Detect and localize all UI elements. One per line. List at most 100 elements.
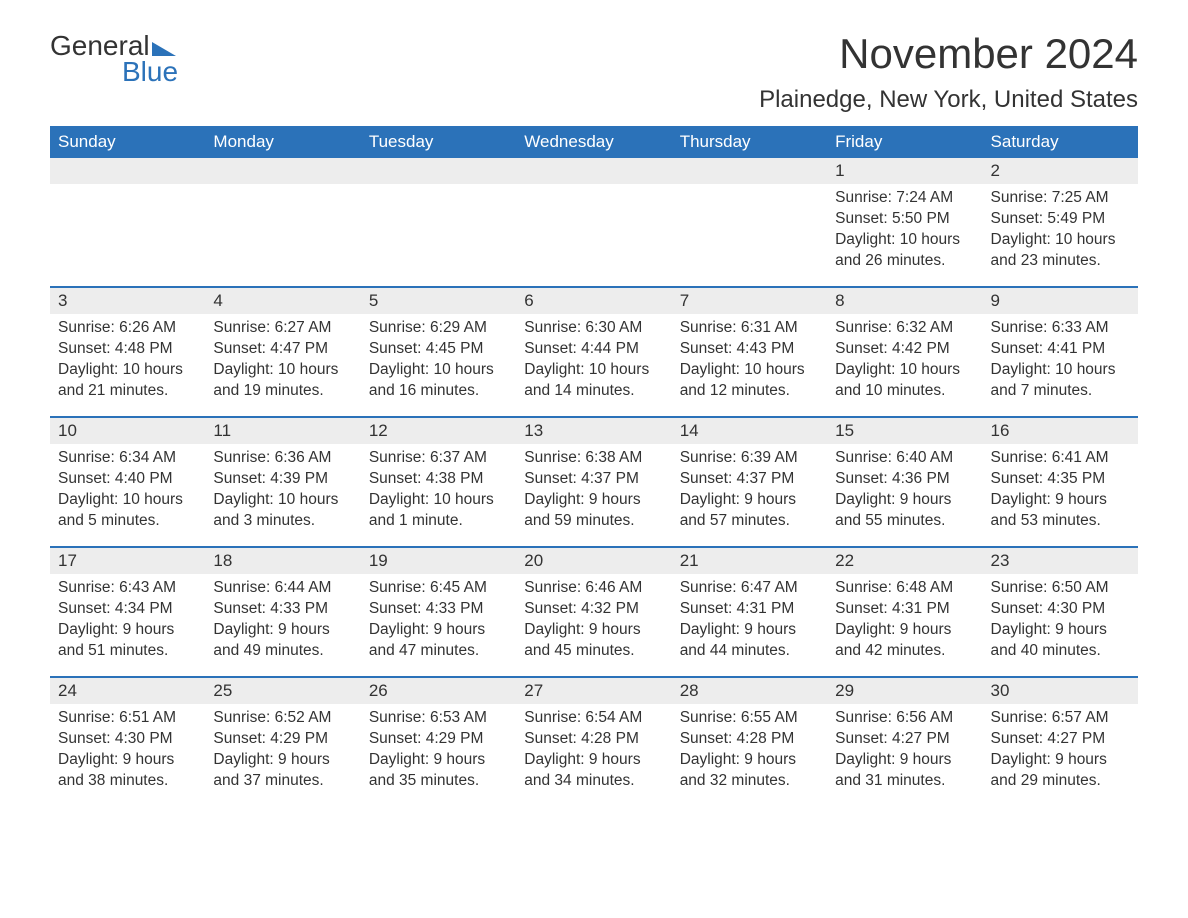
day-details: Sunrise: 6:57 AMSunset: 4:27 PMDaylight:… <box>983 704 1138 796</box>
weekday-header: Tuesday <box>361 126 516 158</box>
sunrise-text: Sunrise: 7:25 AM <box>991 188 1130 209</box>
sunrise-text: Sunrise: 6:34 AM <box>58 448 197 469</box>
day-details: Sunrise: 6:54 AMSunset: 4:28 PMDaylight:… <box>516 704 671 796</box>
weekday-header: Wednesday <box>516 126 671 158</box>
weekday-header: Friday <box>827 126 982 158</box>
calendar-day: 9Sunrise: 6:33 AMSunset: 4:41 PMDaylight… <box>983 288 1138 416</box>
daylight-text: Daylight: 10 hours and 7 minutes. <box>991 360 1130 402</box>
calendar-day: 1Sunrise: 7:24 AMSunset: 5:50 PMDaylight… <box>827 158 982 286</box>
day-number: 21 <box>672 548 827 574</box>
sunset-text: Sunset: 4:37 PM <box>524 469 663 490</box>
day-number: . <box>205 158 360 184</box>
day-number: 7 <box>672 288 827 314</box>
day-number: 28 <box>672 678 827 704</box>
calendar-day: . <box>50 158 205 286</box>
page-header: General Blue November 2024 Plainedge, Ne… <box>50 30 1138 114</box>
calendar-day: 4Sunrise: 6:27 AMSunset: 4:47 PMDaylight… <box>205 288 360 416</box>
day-number: 30 <box>983 678 1138 704</box>
calendar-day: 18Sunrise: 6:44 AMSunset: 4:33 PMDayligh… <box>205 548 360 676</box>
daylight-text: Daylight: 10 hours and 12 minutes. <box>680 360 819 402</box>
daylight-text: Daylight: 10 hours and 3 minutes. <box>213 490 352 532</box>
day-number: . <box>361 158 516 184</box>
sunrise-text: Sunrise: 6:53 AM <box>369 708 508 729</box>
sunset-text: Sunset: 4:27 PM <box>991 729 1130 750</box>
sunset-text: Sunset: 4:34 PM <box>58 599 197 620</box>
day-details: Sunrise: 6:36 AMSunset: 4:39 PMDaylight:… <box>205 444 360 536</box>
sunset-text: Sunset: 5:49 PM <box>991 209 1130 230</box>
calendar-day: 13Sunrise: 6:38 AMSunset: 4:37 PMDayligh… <box>516 418 671 546</box>
day-details <box>361 184 516 192</box>
sunset-text: Sunset: 4:38 PM <box>369 469 508 490</box>
calendar-week: 17Sunrise: 6:43 AMSunset: 4:34 PMDayligh… <box>50 546 1138 676</box>
calendar-day: . <box>672 158 827 286</box>
day-details: Sunrise: 6:29 AMSunset: 4:45 PMDaylight:… <box>361 314 516 406</box>
daylight-text: Daylight: 9 hours and 38 minutes. <box>58 750 197 792</box>
day-number: 10 <box>50 418 205 444</box>
daylight-text: Daylight: 9 hours and 37 minutes. <box>213 750 352 792</box>
day-number: 15 <box>827 418 982 444</box>
calendar-day: 25Sunrise: 6:52 AMSunset: 4:29 PMDayligh… <box>205 678 360 806</box>
day-details: Sunrise: 6:53 AMSunset: 4:29 PMDaylight:… <box>361 704 516 796</box>
calendar-day: 19Sunrise: 6:45 AMSunset: 4:33 PMDayligh… <box>361 548 516 676</box>
month-title: November 2024 <box>759 30 1138 78</box>
daylight-text: Daylight: 10 hours and 1 minute. <box>369 490 508 532</box>
sunset-text: Sunset: 4:39 PM <box>213 469 352 490</box>
sunset-text: Sunset: 4:29 PM <box>369 729 508 750</box>
weekday-header: Thursday <box>672 126 827 158</box>
sunrise-text: Sunrise: 6:36 AM <box>213 448 352 469</box>
day-number: 11 <box>205 418 360 444</box>
calendar-day: . <box>361 158 516 286</box>
sunrise-text: Sunrise: 6:41 AM <box>991 448 1130 469</box>
sunset-text: Sunset: 5:50 PM <box>835 209 974 230</box>
day-number: 12 <box>361 418 516 444</box>
day-details: Sunrise: 6:45 AMSunset: 4:33 PMDaylight:… <box>361 574 516 666</box>
title-block: November 2024 Plainedge, New York, Unite… <box>759 30 1138 114</box>
day-details: Sunrise: 6:47 AMSunset: 4:31 PMDaylight:… <box>672 574 827 666</box>
calendar-day: . <box>516 158 671 286</box>
daylight-text: Daylight: 10 hours and 16 minutes. <box>369 360 508 402</box>
logo-triangle-icon <box>152 42 176 56</box>
location-subtitle: Plainedge, New York, United States <box>759 86 1138 114</box>
day-number: 9 <box>983 288 1138 314</box>
daylight-text: Daylight: 9 hours and 45 minutes. <box>524 620 663 662</box>
sunrise-text: Sunrise: 6:44 AM <box>213 578 352 599</box>
day-details: Sunrise: 6:32 AMSunset: 4:42 PMDaylight:… <box>827 314 982 406</box>
day-details: Sunrise: 6:34 AMSunset: 4:40 PMDaylight:… <box>50 444 205 536</box>
calendar-day: 20Sunrise: 6:46 AMSunset: 4:32 PMDayligh… <box>516 548 671 676</box>
logo: General Blue <box>50 30 178 88</box>
sunrise-text: Sunrise: 6:37 AM <box>369 448 508 469</box>
day-details: Sunrise: 6:48 AMSunset: 4:31 PMDaylight:… <box>827 574 982 666</box>
sunrise-text: Sunrise: 6:45 AM <box>369 578 508 599</box>
day-details: Sunrise: 7:25 AMSunset: 5:49 PMDaylight:… <box>983 184 1138 276</box>
sunset-text: Sunset: 4:33 PM <box>213 599 352 620</box>
daylight-text: Daylight: 9 hours and 59 minutes. <box>524 490 663 532</box>
day-details: Sunrise: 6:41 AMSunset: 4:35 PMDaylight:… <box>983 444 1138 536</box>
daylight-text: Daylight: 10 hours and 10 minutes. <box>835 360 974 402</box>
day-details <box>516 184 671 192</box>
calendar-day: 21Sunrise: 6:47 AMSunset: 4:31 PMDayligh… <box>672 548 827 676</box>
daylight-text: Daylight: 9 hours and 29 minutes. <box>991 750 1130 792</box>
sunset-text: Sunset: 4:40 PM <box>58 469 197 490</box>
day-number: 19 <box>361 548 516 574</box>
calendar-day: 28Sunrise: 6:55 AMSunset: 4:28 PMDayligh… <box>672 678 827 806</box>
sunset-text: Sunset: 4:45 PM <box>369 339 508 360</box>
sunrise-text: Sunrise: 7:24 AM <box>835 188 974 209</box>
calendar: Sunday Monday Tuesday Wednesday Thursday… <box>50 126 1138 806</box>
calendar-day: . <box>205 158 360 286</box>
calendar-day: 10Sunrise: 6:34 AMSunset: 4:40 PMDayligh… <box>50 418 205 546</box>
sunrise-text: Sunrise: 6:56 AM <box>835 708 974 729</box>
calendar-day: 5Sunrise: 6:29 AMSunset: 4:45 PMDaylight… <box>361 288 516 416</box>
sunset-text: Sunset: 4:27 PM <box>835 729 974 750</box>
day-number: 5 <box>361 288 516 314</box>
sunset-text: Sunset: 4:36 PM <box>835 469 974 490</box>
day-details: Sunrise: 6:51 AMSunset: 4:30 PMDaylight:… <box>50 704 205 796</box>
day-details: Sunrise: 7:24 AMSunset: 5:50 PMDaylight:… <box>827 184 982 276</box>
sunset-text: Sunset: 4:32 PM <box>524 599 663 620</box>
day-number: 23 <box>983 548 1138 574</box>
calendar-day: 26Sunrise: 6:53 AMSunset: 4:29 PMDayligh… <box>361 678 516 806</box>
calendar-day: 27Sunrise: 6:54 AMSunset: 4:28 PMDayligh… <box>516 678 671 806</box>
calendar-day: 22Sunrise: 6:48 AMSunset: 4:31 PMDayligh… <box>827 548 982 676</box>
sunrise-text: Sunrise: 6:43 AM <box>58 578 197 599</box>
daylight-text: Daylight: 10 hours and 14 minutes. <box>524 360 663 402</box>
day-details: Sunrise: 6:44 AMSunset: 4:33 PMDaylight:… <box>205 574 360 666</box>
